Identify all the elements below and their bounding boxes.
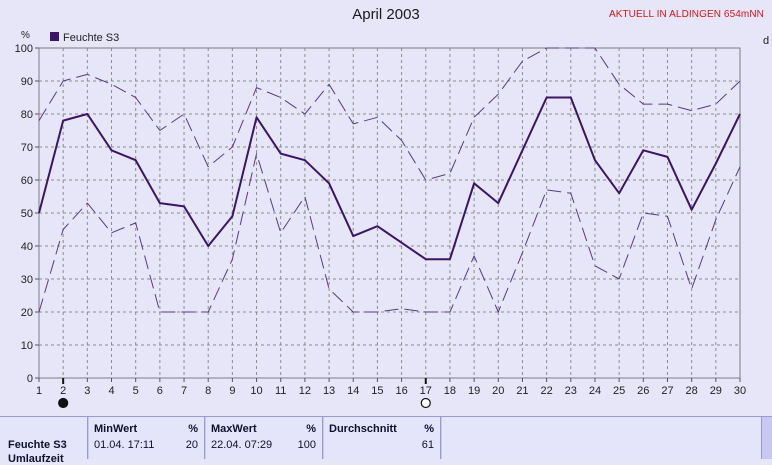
- min-date: 01.04. 17:11: [94, 439, 155, 451]
- x-tick-label: 15: [371, 385, 383, 397]
- x-tick-label: 28: [686, 385, 698, 397]
- min-unit: %: [188, 423, 198, 435]
- x-tick-label: 10: [250, 385, 262, 397]
- statistics-panel: Feuchte S3 Umlaufzeit MinWert % 01.04. 1…: [0, 416, 772, 465]
- legend-swatch: [50, 32, 59, 41]
- x-tick-label: 13: [323, 385, 335, 397]
- x-axis-ticks: 1 2 3 4 5 6 7 8 9 10 11 12 13 14 15 16 17 18 19 20 21 22 23 24 2…: [36, 378, 746, 397]
- x-tick-label: 4: [108, 385, 114, 397]
- series-line-dashed-1: [38, 47, 741, 181]
- legend: Feuchte S3: [50, 32, 119, 44]
- x-tick-label: 24: [589, 385, 601, 397]
- average-unit: %: [424, 423, 434, 435]
- x-tick-label: 7: [181, 385, 187, 397]
- y-tick-label: 70: [21, 142, 33, 154]
- average-header: Durchschnitt: [329, 423, 397, 435]
- y-tick-label: 100: [15, 43, 33, 55]
- max-date: 22.04. 07:29: [211, 439, 273, 451]
- new-moon-icon: [58, 397, 69, 409]
- x-tick-label: 18: [444, 385, 456, 397]
- series-line-main: [38, 96, 741, 261]
- stats-row-label-2: Umlaufzeit: [8, 453, 64, 465]
- x-tick-label: 27: [661, 385, 673, 397]
- x-tick-label: 12: [299, 385, 311, 397]
- x-tick-label: 16: [395, 385, 407, 397]
- average-value: 61: [421, 439, 434, 451]
- stats-empty-area: [442, 417, 762, 459]
- full-moon-icon: [420, 397, 431, 409]
- average-value-cell: Durchschnitt % 61: [324, 417, 441, 459]
- x-tick-label: 26: [637, 385, 649, 397]
- series-lines: [38, 47, 741, 313]
- x-tick-label: 9: [229, 385, 235, 397]
- y-tick-label: 10: [21, 340, 33, 352]
- stats-row-label: Feuchte S3: [8, 439, 67, 451]
- y-tick-label: 60: [21, 175, 33, 187]
- x-tick-label: 22: [540, 385, 552, 397]
- y-axis-unit: %: [21, 30, 30, 41]
- stats-row-label-cell: Feuchte S3 Umlaufzeit: [0, 417, 88, 465]
- grid-lines: [39, 48, 740, 378]
- max-header: MaxWert: [211, 423, 257, 435]
- x-tick-label: 17: [420, 385, 432, 397]
- x-tick-label: 21: [516, 385, 528, 397]
- min-value: 20: [185, 439, 198, 451]
- x-tick-label: 29: [710, 385, 722, 397]
- x-tick-label: 23: [565, 385, 577, 397]
- x-tick-label: 19: [468, 385, 480, 397]
- x-tick-label: 3: [84, 385, 90, 397]
- max-value: 100: [297, 439, 316, 451]
- legend-label: Feuchte S3: [63, 32, 119, 44]
- x-tick-label: 25: [613, 385, 625, 397]
- series-line-dashed-2: [38, 153, 741, 313]
- min-value-cell: MinWert % 01.04. 17:11 20: [89, 417, 205, 459]
- x-tick-label: 30: [734, 385, 746, 397]
- y-axis-ticks: 0 10 20 30 40 50 60 70 80 90 100: [15, 43, 39, 385]
- y-tick-label: 90: [21, 76, 33, 88]
- max-value-cell: MaxWert % 22.04. 07:29 100: [206, 417, 323, 459]
- x-tick-label: 1: [36, 385, 42, 397]
- x-tick-label: 6: [157, 385, 163, 397]
- x-tick-label: 20: [492, 385, 504, 397]
- x-tick-label: 5: [133, 385, 139, 397]
- y-tick-label: 0: [27, 373, 33, 385]
- x-tick-label: 14: [347, 385, 359, 397]
- y-tick-label: 50: [21, 208, 33, 220]
- chart-title: April 2003: [352, 6, 420, 23]
- x-tick-label: 2: [60, 385, 66, 397]
- y-tick-label: 40: [21, 241, 33, 253]
- y-tick-label: 30: [21, 274, 33, 286]
- x-tick-label: 8: [205, 385, 211, 397]
- min-header: MinWert: [94, 423, 138, 435]
- x-tick-label: 11: [275, 385, 286, 397]
- station-status-label: AKTUELL IN ALDINGEN 654mNN: [608, 9, 764, 20]
- max-unit: %: [306, 423, 316, 435]
- y-tick-label: 80: [21, 109, 33, 121]
- right-axis-label: d: [763, 35, 769, 47]
- moon-phase-markers: [58, 378, 431, 409]
- y-tick-label: 20: [21, 307, 33, 319]
